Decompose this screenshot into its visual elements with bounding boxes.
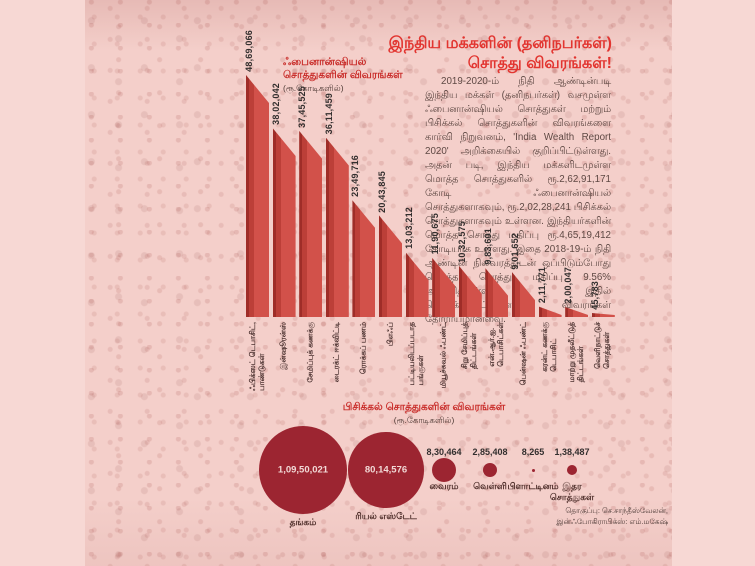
bubble xyxy=(482,462,498,478)
bubble-value-label: 1,09,50,021 xyxy=(277,464,329,476)
bubble-category-label: வெள்ளி xyxy=(473,481,507,492)
bubble-value-label: 2,85,408 xyxy=(472,447,508,457)
bar xyxy=(538,306,562,317)
bubble xyxy=(431,457,457,483)
bar xyxy=(299,130,323,317)
financial-heading-line2: சொத்துகளின் விவரங்கள் xyxy=(283,69,403,82)
bubble-value-label: 80,14,576 xyxy=(364,464,408,476)
bubble-category-line: இதர xyxy=(562,481,582,491)
credits-line1: தொகுப்பு: செ.சாந்தீஸ்வேலன், xyxy=(565,506,668,515)
credits-line2: இன்ஃபோகிராபிக்ஸ்: எம்.மகேஷ் xyxy=(556,516,668,526)
bar xyxy=(246,75,269,317)
page-title: இந்திய மக்களின் (தனிநபர்கள்) சொத்து விவர… xyxy=(352,34,612,74)
financial-heading-line1: ஃபைனான்ஷியல் xyxy=(283,56,367,68)
physical-unit-label: (ரூ.கோடிகளில்) xyxy=(393,414,455,425)
page-title-line1: இந்திய மக்களின் (தனிநபர்கள்) xyxy=(388,35,612,52)
bubble-category-label: தங்கம் xyxy=(290,517,317,528)
bar xyxy=(379,215,402,317)
bubble xyxy=(531,468,535,472)
bubble-category-line: ரியல் எஸ்டேட் xyxy=(355,510,417,521)
bubble-category-line: பிளாட்டினம் xyxy=(507,481,559,491)
physical-heading-line1: பிசிக்கல் சொத்துகளின் விவரங்கள் xyxy=(342,401,506,413)
bubble-category-line: சொத்துகள் xyxy=(549,492,595,503)
bubble-category-label: பிளாட்டினம் xyxy=(507,481,558,492)
bubble-category-line: வைரம் xyxy=(429,481,459,491)
bar xyxy=(272,128,296,317)
credits: தொகுப்பு: செ.சாந்தீஸ்வேலன், இன்ஃபோகிராபி… xyxy=(556,506,668,528)
bar xyxy=(325,137,349,317)
bar xyxy=(591,313,615,317)
bar xyxy=(352,200,376,317)
bubble xyxy=(259,426,347,514)
bubble-category-label: வைரம் xyxy=(429,481,458,492)
bubble-value-label: 8,265 xyxy=(521,447,545,457)
page-title-line2: சொத்து விவரங்கள்! xyxy=(467,55,612,72)
crowd-texture-background xyxy=(85,0,672,566)
financial-unit-label: (ரூ.கோடிகளில்) xyxy=(283,83,344,94)
bubble xyxy=(567,465,577,475)
bubble-category-line: வெள்ளி xyxy=(473,481,507,491)
bubble-category-line: தங்கம் xyxy=(289,516,317,527)
bubble xyxy=(348,432,424,508)
bar xyxy=(565,307,589,317)
bubble-category-label: ரியல் எஸ்டேட் xyxy=(355,511,417,522)
bubble-value-label: 8,30,464 xyxy=(426,447,462,457)
financial-chart-heading: ஃபைனான்ஷியல் சொத்துகளின் விவரங்கள் (ரூ.க… xyxy=(283,56,403,94)
bubble-category-label: இதர சொத்துகள் xyxy=(550,481,594,504)
bubble-value-label: 1,38,487 xyxy=(554,447,590,457)
physical-chart-heading: பிசிக்கல் சொத்துகளின் விவரங்கள் (ரூ.கோடி… xyxy=(343,401,506,426)
